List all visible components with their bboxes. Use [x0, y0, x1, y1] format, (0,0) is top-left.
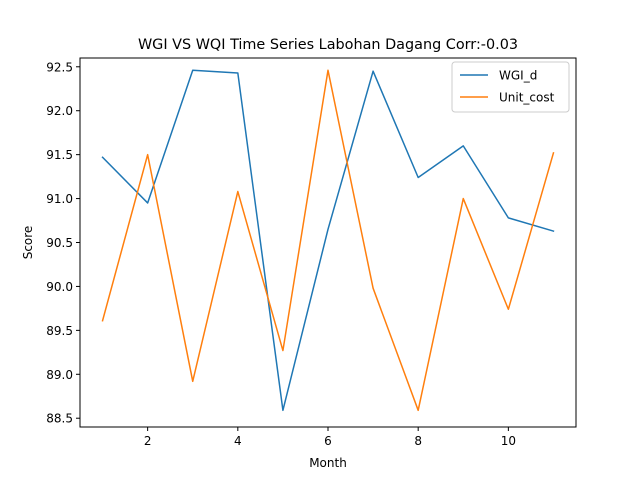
y-tick-label: 88.5	[46, 412, 73, 426]
x-tick-label: 8	[414, 434, 422, 448]
legend-label-wgi-d: WGI_d	[499, 69, 537, 83]
y-tick-label: 92.0	[46, 104, 73, 118]
series-lines	[101, 69, 555, 412]
x-tick-label: 6	[324, 434, 332, 448]
y-tick-label: 90.5	[46, 236, 73, 250]
y-tick-label: 89.0	[46, 368, 73, 382]
x-axis-ticks: 2 4 6 8 10	[144, 427, 516, 448]
x-tick-label: 4	[234, 434, 242, 448]
x-tick-label: 10	[501, 434, 516, 448]
chart-title: WGI VS WQI Time Series Labohan Dagang Co…	[138, 37, 518, 53]
y-tick-label: 91.5	[46, 148, 73, 162]
y-axis-label: Score	[21, 226, 35, 260]
legend-label-unit-cost: Unit_cost	[499, 91, 555, 105]
x-tick-label: 2	[144, 434, 152, 448]
y-axis-ticks: 88.5 89.0 89.5 90.0 90.5 91.0 91.5 92.0 92.5	[46, 60, 80, 426]
y-tick-label: 92.5	[46, 60, 73, 74]
y-tick-label: 90.0	[46, 280, 73, 294]
y-tick-label: 89.5	[46, 324, 73, 338]
plot-frame	[79, 57, 577, 428]
x-axis-label: Month	[309, 456, 347, 470]
legend: WGI_d Unit_cost	[451, 61, 570, 113]
y-tick-label: 91.0	[46, 192, 73, 206]
